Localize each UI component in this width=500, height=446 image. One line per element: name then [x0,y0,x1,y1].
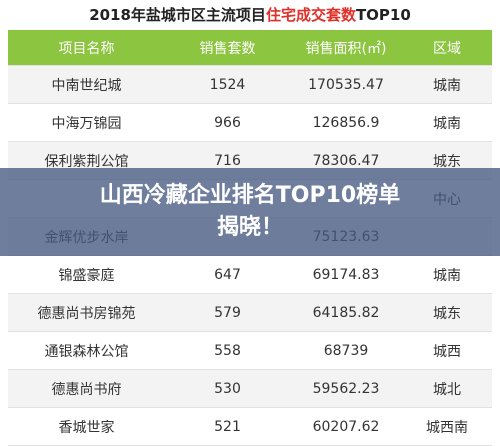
table-cell: 城西 [402,331,492,370]
table-cell: 966 [165,103,290,142]
table-row: 锦盛豪庭 647 69174.83 城南 [8,255,492,294]
table-cell: 城东 [402,293,492,332]
table-cell: 通银森林公馆 [8,331,165,370]
table-cell: 64185.82 [290,293,402,332]
table-cell: 城西南 [402,407,492,446]
table-cell: 126856.9 [290,103,402,142]
table-cell: 60207.62 [290,407,402,446]
table-cell: 579 [165,293,290,332]
table-cell: 68739 [290,331,402,370]
table-cell: 170535.47 [290,65,402,104]
table-cell: 1524 [165,65,290,104]
table-cell: 530 [165,369,290,408]
title: 2018年盐城市区主流项目住宅成交套数TOP10 [0,0,500,30]
table-cell: 城南 [402,65,492,104]
table-cell: 中南世纪城 [8,65,165,104]
table-cell: 香城世家 [8,407,165,446]
table-cell: 59562.23 [290,369,402,408]
header-row: 项目名称 销售套数 销售面积(㎡) 区域 [8,30,492,66]
title-part: 2018年盐城市区主流项目 [89,6,266,24]
table-row: 通银森林公馆 558 68739 城西 [8,331,492,370]
table-cell: 德惠尚书府 [8,369,165,408]
header-cell: 销售面积(㎡) [290,30,402,66]
table-cell: 521 [165,407,290,446]
table-row: 中海万锦园 966 126856.9 城南 [8,103,492,142]
table-cell: 锦盛豪庭 [8,255,165,294]
table-cell: 中海万锦园 [8,103,165,142]
table-cell: 城南 [402,255,492,294]
table-cell: 城南 [402,103,492,142]
table-row: 中南世纪城 1524 170535.47 城南 [8,65,492,104]
header-cell: 项目名称 [8,30,165,66]
header-cell: 销售套数 [165,30,290,66]
table-row: 香城世家 521 60207.62 城西南 [8,407,492,446]
title-part: TOP10 [355,6,411,24]
header-cell: 区域 [402,30,492,66]
table-row: 德惠尚书房锦苑 579 64185.82 城东 [8,293,492,332]
title-highlight: 住宅成交套数 [265,6,356,24]
banner-line: 揭晓！ [216,215,283,240]
table-cell: 城北 [402,369,492,408]
table-cell: 647 [165,255,290,294]
banner-line: 山西冷藏企业排名TOP10榜单 [99,183,401,208]
table-cell: 69174.83 [290,255,402,294]
table-cell: 558 [165,331,290,370]
table-cell: 德惠尚书房锦苑 [8,293,165,332]
table-row: 德惠尚书府 530 59562.23 城北 [8,369,492,408]
banner: 山西冷藏企业排名TOP10榜单 揭晓！ [0,168,500,256]
